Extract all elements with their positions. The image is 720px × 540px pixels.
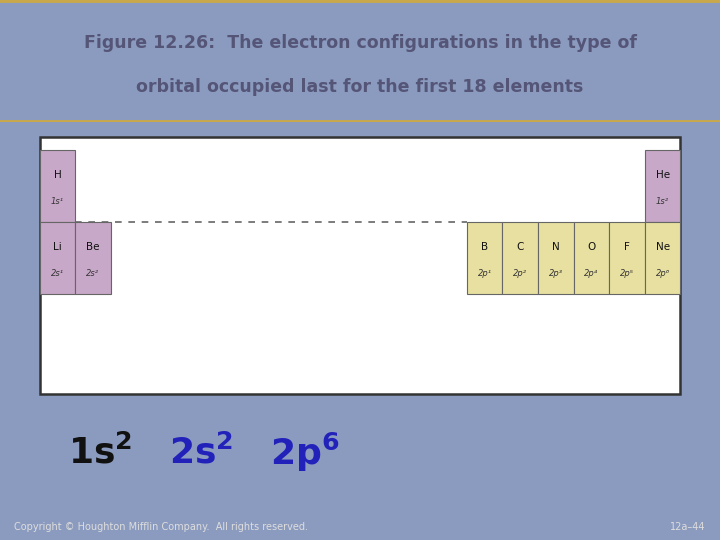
Text: 2p⁵: 2p⁵ [620, 269, 634, 278]
Text: 2p²: 2p² [513, 269, 527, 278]
Bar [40, 222, 75, 294]
Text: 2p³: 2p³ [549, 269, 563, 278]
Text: 2p⁴: 2p⁴ [585, 269, 598, 278]
Bar [75, 222, 111, 294]
Text: C: C [516, 242, 524, 252]
Bar [503, 222, 538, 294]
Bar [538, 222, 574, 294]
Text: 1s²: 1s² [656, 197, 669, 206]
Text: Be: Be [86, 242, 100, 252]
Text: He: He [655, 170, 670, 180]
Text: 2p¹: 2p¹ [477, 269, 492, 278]
Text: $\mathbf{1s^2}$: $\mathbf{1s^2}$ [68, 434, 132, 470]
Text: $\mathbf{2p^6}$: $\mathbf{2p^6}$ [270, 430, 340, 474]
Text: B: B [481, 242, 488, 252]
Text: O: O [588, 242, 595, 252]
Bar [40, 150, 75, 222]
Text: Li: Li [53, 242, 62, 252]
Bar [574, 222, 609, 294]
Text: H: H [53, 170, 61, 180]
Bar [40, 137, 680, 394]
Bar [645, 150, 680, 222]
Text: 2s¹: 2s¹ [51, 269, 64, 278]
Text: 12a–44: 12a–44 [670, 522, 706, 532]
Text: N: N [552, 242, 559, 252]
Text: 2s²: 2s² [86, 269, 99, 278]
Text: Ne: Ne [655, 242, 670, 252]
Text: 1s¹: 1s¹ [51, 197, 64, 206]
Text: orbital occupied last for the first 18 elements: orbital occupied last for the first 18 e… [136, 78, 584, 97]
Bar [609, 222, 645, 294]
Text: $\mathbf{2s^2}$: $\mathbf{2s^2}$ [169, 434, 233, 470]
Bar [645, 222, 680, 294]
Text: F: F [624, 242, 630, 252]
Text: Figure 12.26:  The electron configurations in the type of: Figure 12.26: The electron configuration… [84, 33, 636, 51]
Text: Copyright © Houghton Mifflin Company.  All rights reserved.: Copyright © Houghton Mifflin Company. Al… [14, 522, 308, 532]
Text: 2p⁶: 2p⁶ [655, 269, 670, 278]
Bar [467, 222, 503, 294]
